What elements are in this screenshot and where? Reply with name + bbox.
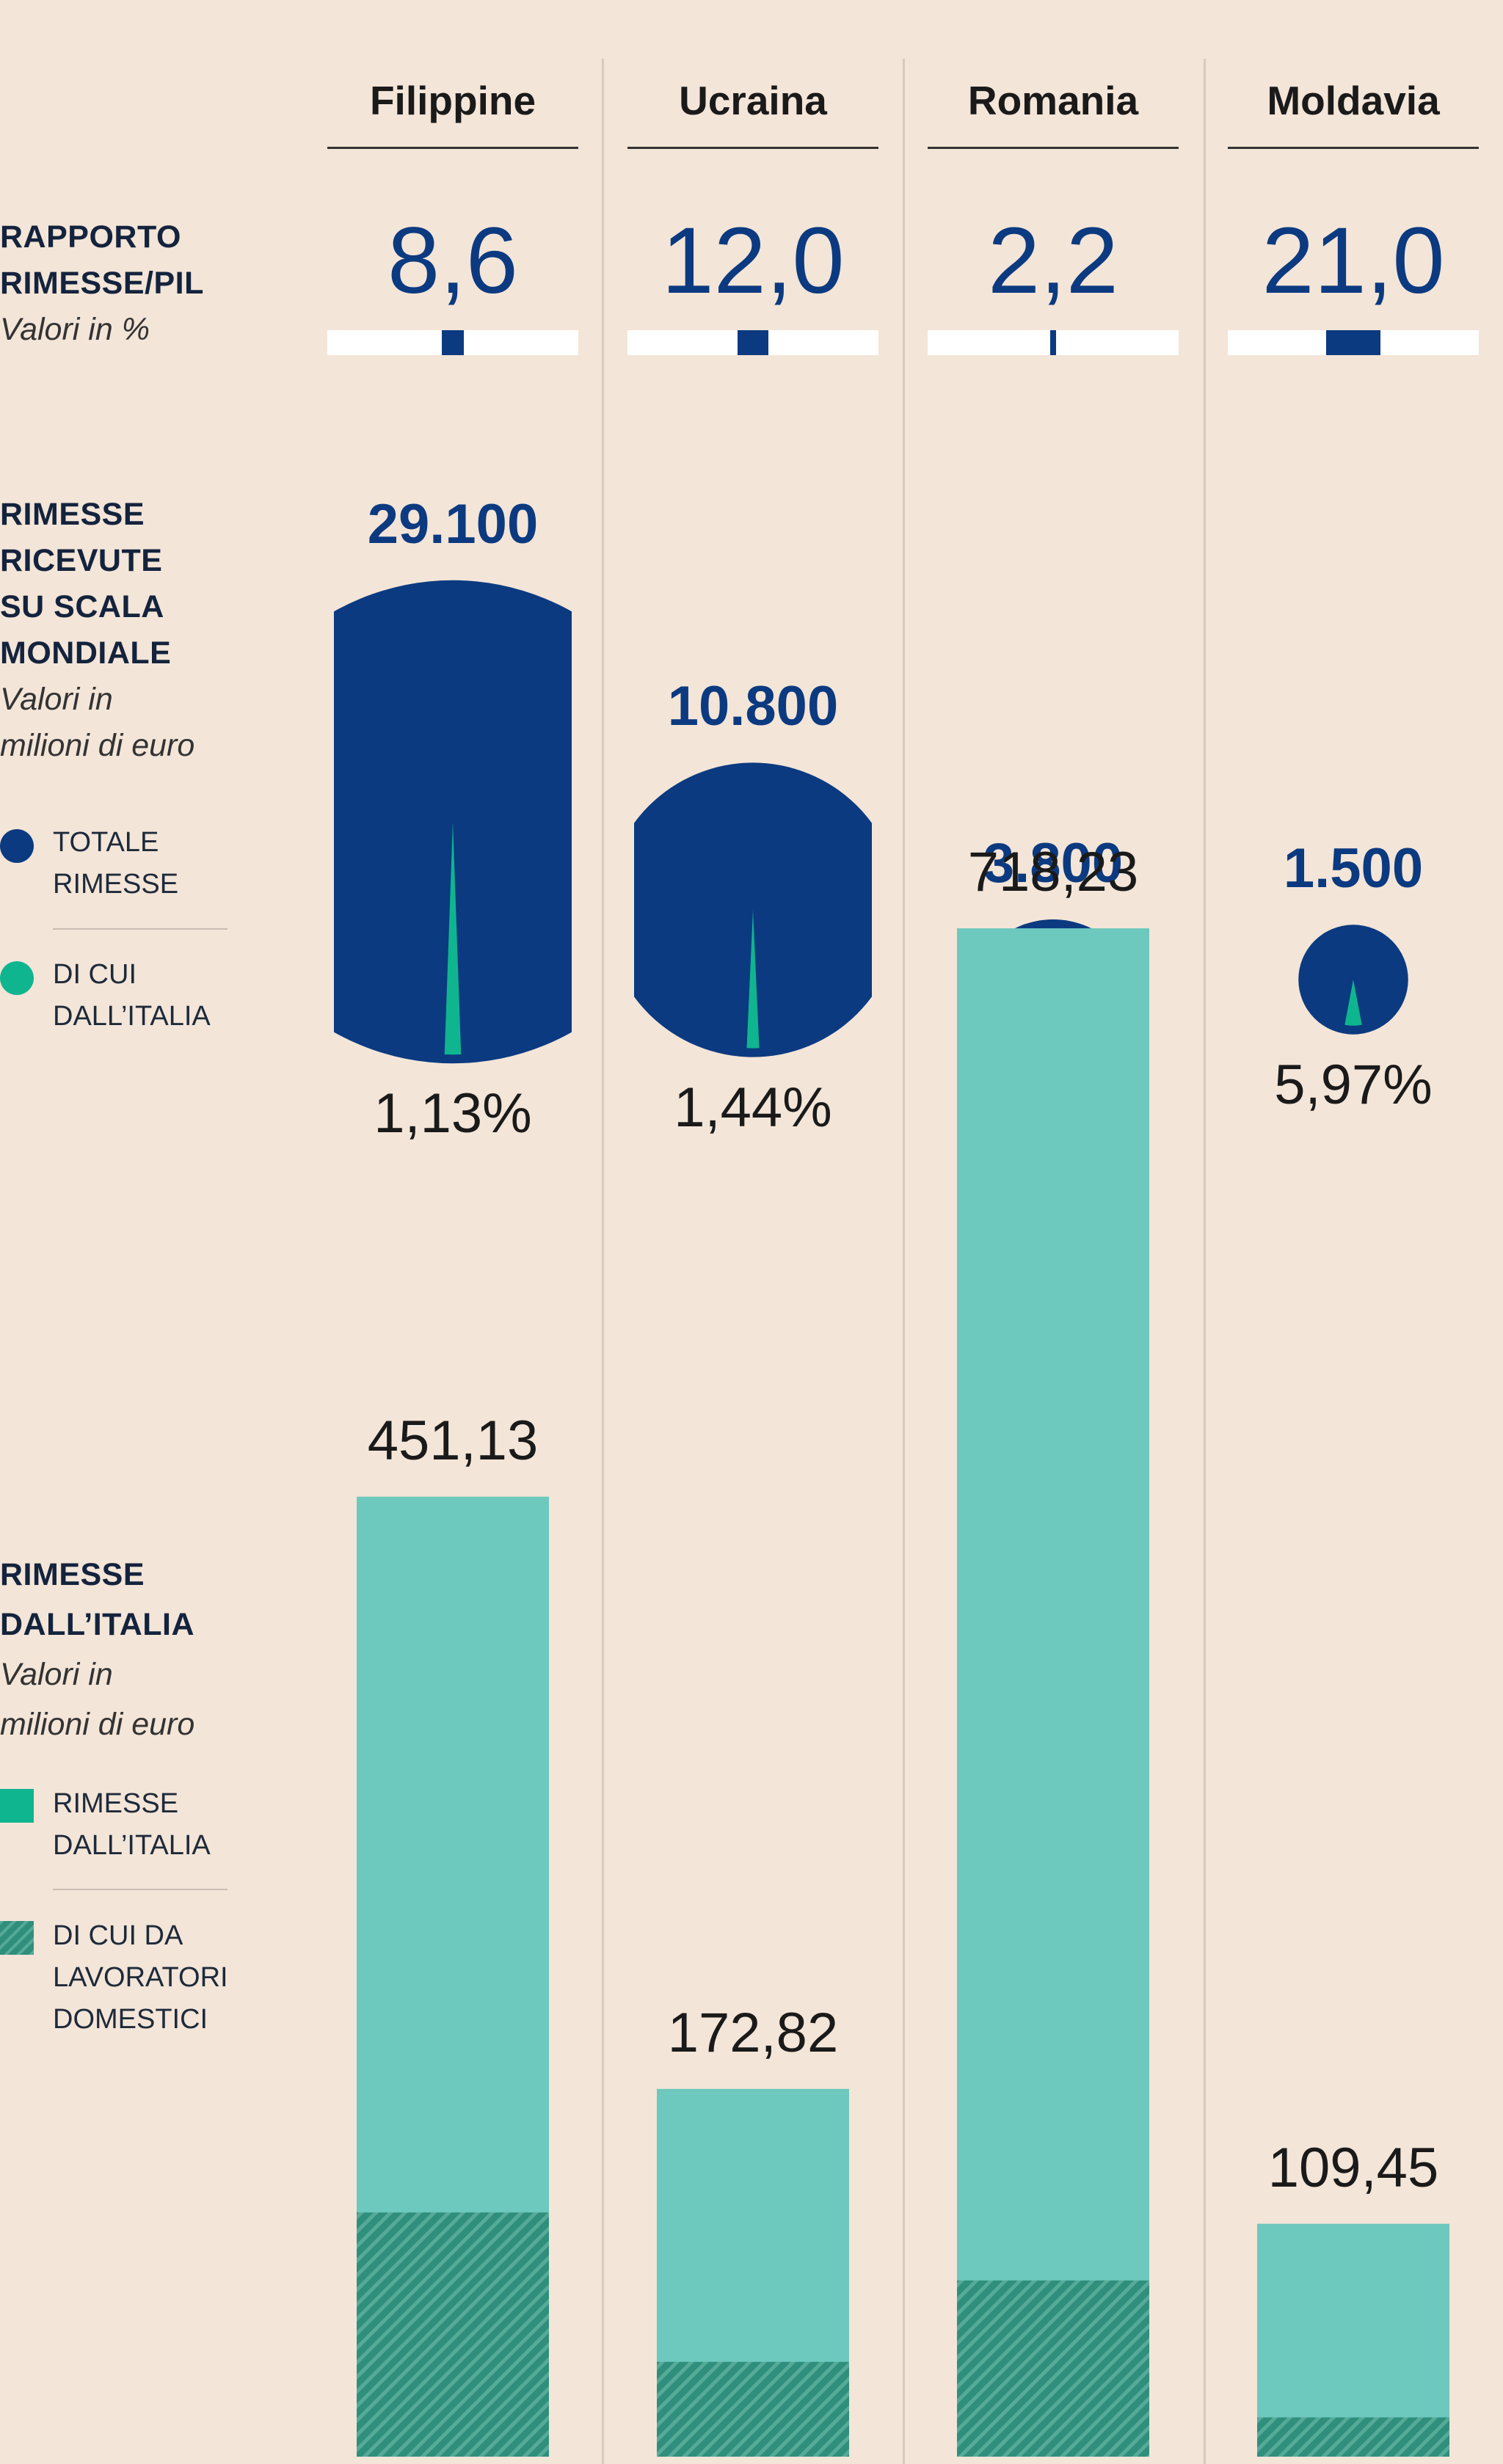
legend-total-label: TOTALE RIMESSE [53, 827, 179, 900]
italy-share-label-moldavia: 5,97% [1274, 1053, 1433, 1116]
ratio-section-header: RAPPORTO RIMESSE/PIL Valori in % [0, 214, 204, 353]
ratio-track-romania [928, 330, 1179, 355]
ratio-section-subtitle: Valori in % [0, 312, 150, 347]
ratio-marker-ucraina [738, 330, 768, 355]
country-header-rule [1228, 147, 1479, 149]
legend-green-dot-icon [0, 961, 34, 995]
legend-domestic-label: DI CUI DA LAVORATORI DOMESTICI [53, 1920, 228, 2035]
ratio-marker-moldavia [1326, 330, 1380, 355]
ratio-section-title: RAPPORTO RIMESSE/PIL [0, 219, 204, 301]
italy-share-wedge-filippine [444, 822, 462, 1055]
italy-remittances-label-moldavia: 109,45 [1267, 2136, 1439, 2199]
world-section-header: RIMESSE RICEVUTE SU SCALA MONDIALE Valor… [0, 492, 194, 769]
legend-green-square-icon [0, 1789, 34, 1823]
ratio-marker-filippine [441, 330, 465, 355]
italy-section-subtitle: Valori in milioni di euro [0, 1657, 195, 1742]
ratio-track-filippine [327, 330, 578, 355]
country-header-rule [327, 147, 578, 149]
country-header-filippine: Filippine [369, 78, 536, 123]
total-remittances-label-ucraina: 10.800 [667, 675, 839, 738]
total-remittances-circle-moldavia [1298, 925, 1408, 1035]
country-header-moldavia: Moldavia [1267, 78, 1440, 123]
italy-share-label-ucraina: 1,44% [674, 1076, 832, 1139]
domestic-workers-bar-moldavia [1257, 2417, 1449, 2457]
ratio-track-moldavia [1228, 330, 1479, 355]
ratio-value-moldavia: 21,0 [1262, 208, 1445, 313]
ratio-value-filippine: 8,6 [387, 208, 518, 313]
total-remittances-circle-ucraina [634, 762, 872, 1057]
domestic-workers-bar-ucraina [657, 2361, 849, 2457]
column-separator [602, 59, 604, 2464]
domestic-workers-bar-romania [957, 2280, 1149, 2457]
italy-remittances-label-ucraina: 172,82 [667, 2001, 839, 2064]
ratio-value-ucraina: 12,0 [661, 208, 845, 313]
world-section-title: RIMESSE RICEVUTE SU SCALA MONDIALE [0, 497, 172, 671]
ratio-track-ucraina [627, 330, 878, 355]
legend-from-italy-label: DI CUI DALL’ITALIA [53, 959, 211, 1032]
legend-divider [53, 928, 228, 930]
italy-share-wedge-moldavia [1344, 980, 1362, 1026]
legend-divider [53, 1889, 228, 1890]
ratio-value-romania: 2,2 [988, 208, 1118, 313]
country-header-rule [928, 147, 1179, 149]
column-separator [903, 59, 905, 2464]
italy-share-wedge-ucraina [746, 910, 760, 1049]
legend-italy-label: RIMESSE DALL’ITALIA [53, 1788, 211, 1861]
world-section-subtitle: Valori in milioni di euro [0, 682, 195, 763]
country-header-romania: Romania [967, 78, 1139, 123]
italy-section-title: RIMESSE DALL’ITALIA [0, 1557, 195, 1642]
total-remittances-label-romania: 3.800 [983, 832, 1124, 895]
ratio-marker-romania [1050, 330, 1056, 355]
italy-remittances-label-filippine: 451,13 [367, 1409, 539, 1472]
legend-hatched-square-icon [0, 1921, 34, 1955]
domestic-workers-bar-filippine [357, 2212, 549, 2457]
column-separator [1204, 59, 1206, 2464]
italy-section-header: RIMESSE DALL’ITALIA Valori in milioni di… [0, 1550, 194, 1749]
country-header-ucraina: Ucraina [679, 78, 827, 123]
legend-navy-dot-icon [0, 829, 34, 863]
total-remittances-circle-filippine [334, 580, 572, 1064]
italy-remittances-bar-romania [957, 928, 1149, 2457]
total-remittances-label-filippine: 29.100 [367, 492, 539, 555]
italy-share-label-filippine: 1,13% [374, 1082, 532, 1145]
italy-remittances-label-romania: 718,23 [967, 841, 1139, 904]
country-header-rule [627, 147, 878, 149]
total-remittances-label-moldavia: 1.500 [1283, 837, 1424, 900]
